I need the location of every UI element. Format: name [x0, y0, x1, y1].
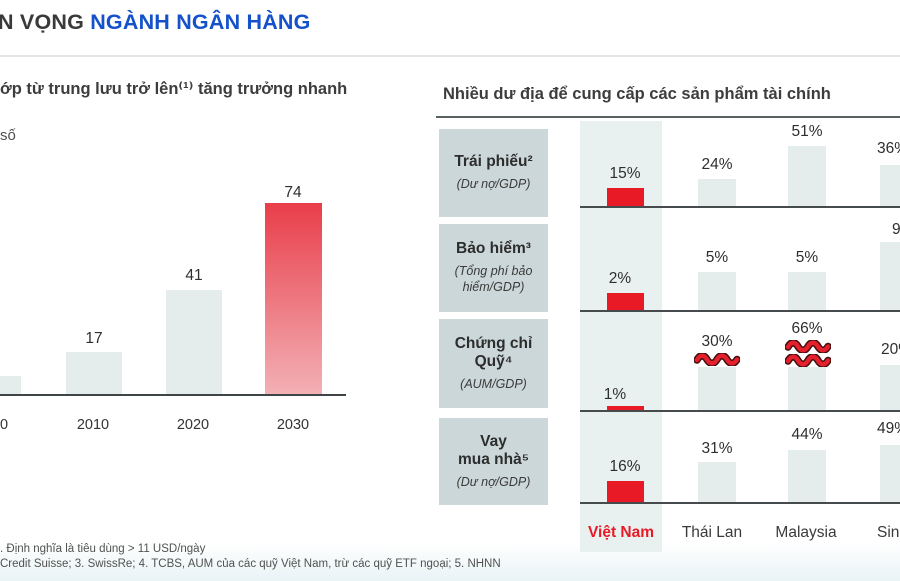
right-chart-divider [436, 116, 900, 118]
page-title: N VỌNG NGÀNH NGÂN HÀNG [0, 10, 311, 35]
r1-malaysia-value: 51% [791, 123, 823, 140]
category-sublabel: (AUM/GDP) [460, 376, 527, 391]
r2-singapore-bar [880, 242, 900, 310]
category-label-line2: Quỹ⁴ [474, 352, 513, 370]
r3-axis [580, 410, 900, 412]
r4-vietnam-bar [607, 481, 644, 502]
r3-thailan-value: 30% [701, 333, 733, 350]
r2-vietnam-value: 2% [608, 270, 632, 287]
left-bar-2020 [166, 290, 222, 394]
category-label: Trái phiếu² [454, 153, 533, 171]
category-sublabel: (Dư nợ/GDP) [456, 177, 531, 192]
category-label: Chứng chỉ [454, 334, 533, 352]
category-box-vay-mua-nha: Vay mua nhà⁵ (Dư nợ/GDP) [439, 418, 548, 505]
left-chart-axis-note: số [0, 127, 16, 144]
page-title-highlight: NGÀNH NGÂN HÀNG [90, 10, 311, 34]
r4-malaysia-bar [788, 450, 826, 502]
footnote-line1: . Định nghĩa là tiêu dùng > 11 USD/ngày [0, 543, 206, 555]
category-box-trai-phieu: Trái phiếu² (Dư nợ/GDP) [439, 129, 548, 217]
axis-break-squiggle-icon [694, 353, 740, 366]
r1-thailan-bar [698, 179, 736, 206]
footnote-line2: Credit Suisse; 3. SwissRe; 4. TCBS, AUM … [0, 558, 501, 570]
r2-axis [580, 310, 900, 312]
left-bar-cropped [0, 376, 21, 394]
category-sublabel: (Tổng phí bảo hiểm/GDP) [454, 264, 533, 294]
left-chart-axis [0, 394, 346, 396]
r4-singapore-bar [880, 445, 900, 502]
r2-malaysia-bar [788, 272, 826, 310]
r1-singapore-bar [880, 165, 900, 206]
r3-vietnam-value: 1% [603, 386, 627, 403]
category-label-line2: mua nhà⁵ [457, 450, 529, 468]
r3-singapore-bar [880, 365, 900, 410]
r4-malaysia-value: 44% [791, 426, 823, 443]
r3-vietnam-bar [607, 406, 644, 410]
r3-malaysia-bar [788, 367, 826, 410]
category-label: Bảo hiểm³ [456, 240, 531, 258]
axis-break-squiggle-icon [785, 354, 831, 367]
axis-break-squiggle-icon [785, 340, 831, 353]
left-tick-2020: 2020 [176, 417, 210, 433]
r4-axis [580, 502, 900, 504]
r2-malaysia-value: 5% [795, 249, 819, 266]
r1-thailan-value: 24% [701, 156, 733, 173]
r4-thailan-bar [698, 462, 736, 502]
r2-vietnam-bar [607, 293, 644, 310]
r1-singapore-value: 36% [877, 140, 900, 157]
r4-vietnam-value: 16% [609, 458, 641, 475]
category-box-chung-chi-quy: Chứng chỉ Quỹ⁴ (AUM/GDP) [439, 319, 548, 408]
r1-axis [580, 206, 900, 208]
r3-thailan-bar [698, 367, 736, 410]
r1-malaysia-bar [788, 146, 826, 206]
country-label-singapore: Singapore [877, 524, 900, 541]
left-chart-title: ớp từ trung lưu trở lên⁽¹⁾ tăng trưởng n… [0, 80, 348, 98]
r4-thailan-value: 31% [701, 440, 733, 457]
left-value-2030: 74 [284, 184, 302, 201]
bottom-decoration [0, 543, 900, 581]
r4-singapore-value: 49% [877, 420, 900, 437]
category-label: Vay [480, 432, 507, 450]
r3-malaysia-value: 66% [791, 320, 823, 337]
left-value-2010: 17 [85, 330, 103, 347]
r1-vietnam-value: 15% [609, 165, 641, 182]
country-label-vietnam: Việt Nam [587, 524, 655, 541]
left-tick-cropped: 0 [0, 417, 9, 433]
left-tick-2030: 2030 [276, 417, 310, 433]
title-divider [0, 55, 900, 57]
country-label-thailan: Thái Lan [681, 524, 743, 541]
left-tick-2010: 2010 [76, 417, 110, 433]
category-box-bao-hiem: Bảo hiểm³ (Tổng phí bảo hiểm/GDP) [439, 224, 548, 312]
left-bar-2010 [66, 352, 122, 394]
r2-thailan-value: 5% [705, 249, 729, 266]
r2-thailan-bar [698, 272, 736, 310]
r1-vietnam-bar [607, 188, 644, 206]
right-chart-title: Nhiều dư địa để cung cấp các sản phẩm tà… [443, 85, 831, 103]
r2-singapore-value: 9% [892, 221, 900, 238]
left-bar-2030-highlight [265, 203, 322, 394]
category-sublabel: (Dư nợ/GDP) [456, 474, 531, 489]
r3-singapore-value: 20% [881, 341, 900, 358]
country-label-malaysia: Malaysia [775, 524, 837, 541]
left-value-2020: 41 [185, 267, 203, 284]
page-title-prefix: N VỌNG [0, 10, 85, 34]
